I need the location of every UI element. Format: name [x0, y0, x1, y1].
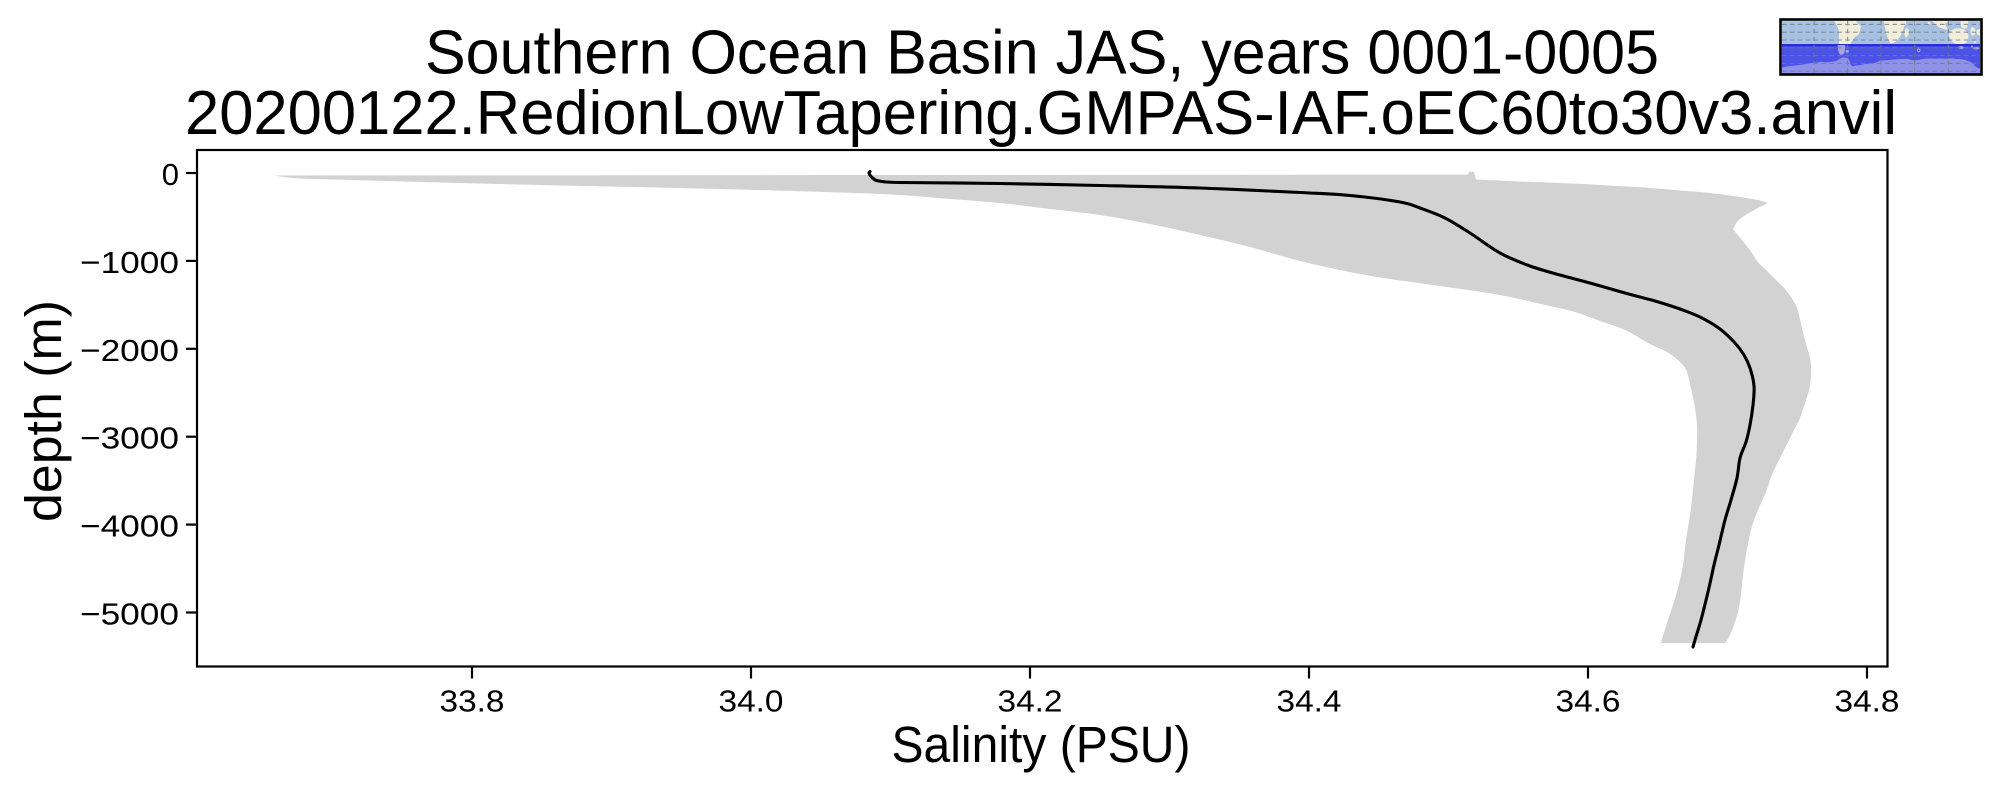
svg-text:Southern Ocean Basin JAS, year: Southern Ocean Basin JAS, years 0001-000…	[425, 19, 1659, 88]
svg-text:−5000: −5000	[80, 597, 179, 632]
svg-text:34.2: 34.2	[998, 684, 1063, 719]
svg-text:34.0: 34.0	[719, 684, 784, 719]
svg-text:0: 0	[162, 157, 179, 192]
svg-text:−4000: −4000	[80, 509, 179, 544]
svg-text:34.6: 34.6	[1556, 684, 1621, 719]
svg-text:33.8: 33.8	[440, 684, 505, 719]
svg-text:34.8: 34.8	[1835, 684, 1900, 719]
svg-text:depth (m): depth (m)	[15, 300, 72, 522]
svg-text:34.4: 34.4	[1277, 684, 1342, 719]
svg-text:Salinity (PSU): Salinity (PSU)	[892, 716, 1191, 773]
svg-text:−3000: −3000	[80, 421, 179, 456]
svg-text:−2000: −2000	[80, 333, 179, 368]
svg-text:20200122.RedionLowTapering.GMP: 20200122.RedionLowTapering.GMPAS-IAF.oEC…	[185, 79, 1897, 148]
svg-text:−1000: −1000	[80, 245, 179, 280]
